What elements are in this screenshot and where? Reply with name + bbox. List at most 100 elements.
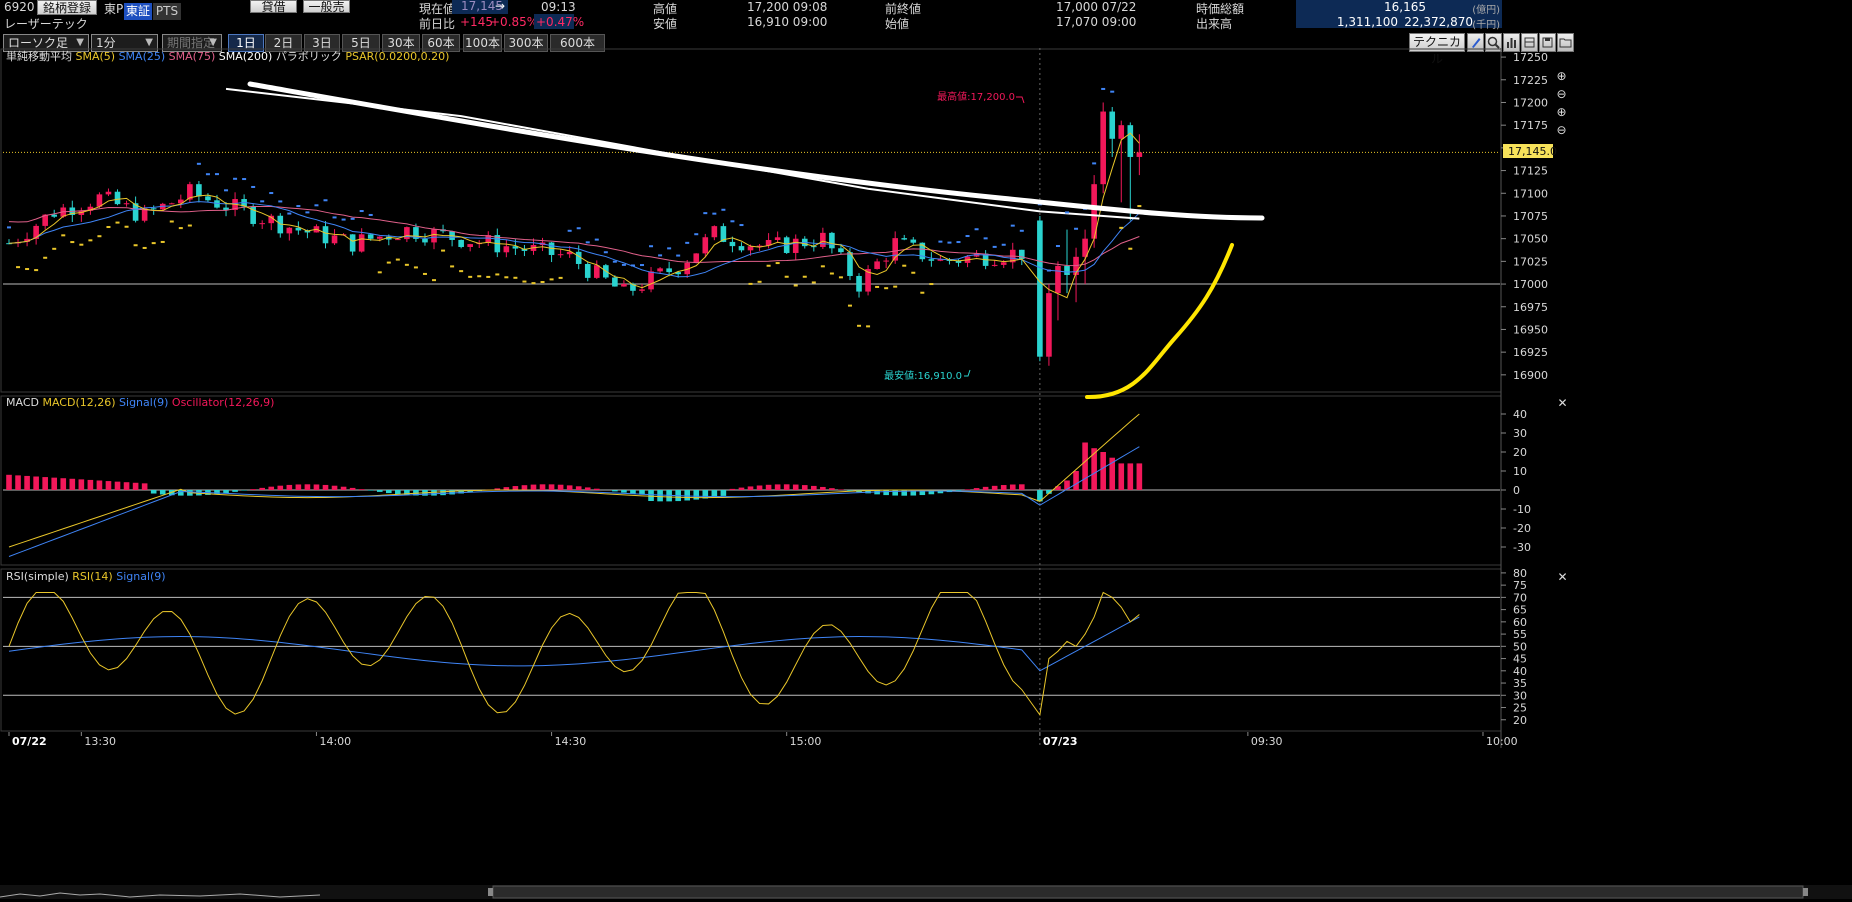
macd-bar — [350, 488, 356, 490]
psar-dot — [52, 248, 56, 250]
y-tick-label: 50 — [1513, 640, 1527, 653]
candle — [929, 259, 935, 261]
volume-label: 出来高 — [1196, 15, 1232, 32]
macd-bar — [1010, 485, 1016, 490]
change-percent2: +0.47% — [536, 15, 584, 29]
candle — [350, 234, 356, 251]
y-tick-label: 16950 — [1513, 323, 1548, 336]
candle — [883, 261, 889, 262]
macd-bar — [223, 490, 229, 493]
psar-dot — [1002, 244, 1006, 246]
candle — [1046, 293, 1052, 357]
macd-bar — [974, 488, 980, 490]
y-tick-label: -10 — [1513, 503, 1531, 516]
macd-bar — [250, 489, 256, 490]
candle — [702, 237, 708, 253]
market-tse-tab[interactable]: 東証 — [124, 3, 152, 20]
macd-bar — [51, 478, 57, 490]
y-tick-label: 40 — [1513, 408, 1527, 421]
macd-bar — [1128, 463, 1134, 490]
macd-bar — [892, 490, 898, 496]
annotation-yellow-stroke — [1087, 245, 1232, 397]
x-tick-label: 14:30 — [555, 735, 587, 748]
register-button[interactable]: 銘柄登録 — [37, 0, 97, 15]
change-value: +145 — [460, 15, 493, 29]
candle — [558, 254, 564, 255]
macd-bar — [621, 490, 627, 493]
y-tick-label: 17175 — [1513, 119, 1548, 132]
candle — [504, 246, 510, 252]
y-tick-label: 30 — [1513, 427, 1527, 440]
psar-dot — [821, 265, 825, 267]
prev-close-value: 17,000 07/22 — [1056, 0, 1136, 14]
psar-dot — [161, 241, 165, 243]
psar-dot — [423, 273, 427, 275]
trend-arrow-icon: → — [495, 0, 505, 13]
y-tick-label: 65 — [1513, 604, 1527, 617]
horizontal-scrollbar[interactable] — [0, 885, 1852, 899]
low-value: 16,910 09:00 — [747, 15, 827, 29]
psar-dot — [938, 241, 942, 243]
candle — [874, 261, 880, 269]
macd-bar — [522, 485, 528, 490]
candle — [666, 268, 672, 272]
macd-bar — [612, 490, 618, 491]
candle — [639, 289, 645, 290]
stock-code: 6920 — [4, 0, 35, 14]
candle — [151, 208, 157, 209]
psar-dot — [911, 272, 915, 274]
macd-bar — [449, 490, 455, 494]
x-tick-label: 13:30 — [84, 735, 116, 748]
psar-dot — [929, 283, 933, 285]
psar-dot — [667, 247, 671, 249]
macd-bar — [296, 484, 302, 490]
psar-dot — [70, 241, 74, 243]
psar-dot — [902, 265, 906, 267]
legend-item: SMA(25) — [119, 50, 169, 63]
macd-bar — [1137, 463, 1143, 490]
psar-dot — [305, 211, 309, 213]
macd-bar — [69, 479, 75, 490]
psar-dot — [287, 213, 291, 215]
candle — [1128, 125, 1134, 157]
candle — [1001, 262, 1007, 265]
candle — [612, 277, 618, 286]
macd-bar — [359, 489, 365, 490]
candle — [1109, 112, 1115, 139]
legend-item: Signal(9) — [116, 570, 165, 583]
candle — [124, 203, 130, 204]
change-percent2-box: +0.47% — [534, 14, 574, 29]
y-tick-label: 60 — [1513, 616, 1527, 629]
y-tick-label: 16900 — [1513, 369, 1548, 382]
macd-bar — [133, 483, 139, 490]
legend-item: SMA(75) — [169, 50, 219, 63]
y-tick-label: 80 — [1513, 567, 1527, 580]
macd-bar — [585, 487, 591, 490]
y-tick-label: 17100 — [1513, 187, 1548, 200]
market-cap-unit: (億円) — [1472, 1, 1500, 16]
legend-item: RSI(simple) — [6, 570, 72, 583]
turnover-unit: (千円) — [1472, 16, 1500, 31]
scroll-thumb[interactable] — [493, 886, 1803, 898]
macd-bar — [648, 490, 654, 501]
candle — [377, 237, 383, 239]
psar-dot — [215, 173, 219, 175]
macd-bar — [287, 485, 293, 490]
psar-dot — [947, 242, 951, 244]
general-sell-button[interactable]: 一般売 — [303, 0, 350, 13]
change-percent: +0.85% — [490, 15, 538, 29]
exchange-label: 東P — [104, 0, 123, 17]
psar-dot — [522, 281, 526, 283]
macd-bar — [6, 475, 12, 490]
last-price-text: 17,145.0 — [1508, 145, 1557, 158]
chart-canvas[interactable]: 1690016925169501697517000170251705017075… — [0, 48, 1852, 899]
credit-button[interactable]: 貸借 — [250, 0, 297, 13]
psar-dot — [242, 178, 246, 180]
psar-dot — [613, 261, 617, 263]
market-pts-tab[interactable]: PTS — [153, 3, 181, 20]
psar-dot — [622, 264, 626, 266]
candle — [368, 234, 374, 238]
macd-bar — [440, 490, 446, 495]
candle — [829, 233, 835, 248]
psar-dot — [595, 239, 599, 241]
